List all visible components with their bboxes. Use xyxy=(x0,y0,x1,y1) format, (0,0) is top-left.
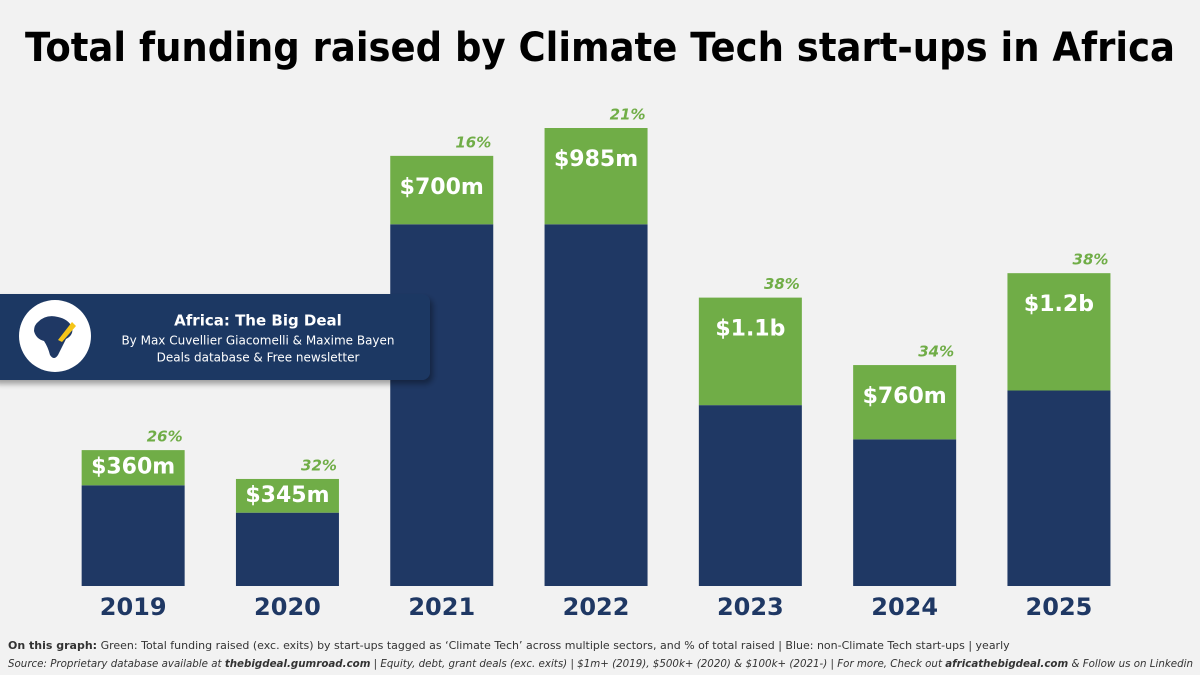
note-text: Green: Total funding raised (exc. exits)… xyxy=(97,639,1010,652)
bar-segment xyxy=(235,512,339,586)
note-label: On this graph: xyxy=(8,639,97,652)
chart-title: Total funding raised by Climate Tech sta… xyxy=(25,25,1175,71)
x-tick-label: 2020 xyxy=(254,593,321,621)
source-part: & Follow us on Linkedin xyxy=(1068,657,1193,670)
bar-segment xyxy=(853,365,957,440)
source-part: africathebigdeal.com xyxy=(945,657,1068,670)
bar-segment xyxy=(390,155,494,225)
value-label: $345m xyxy=(245,483,329,508)
bar-segment xyxy=(544,224,648,586)
bar-segment xyxy=(1007,390,1111,586)
source: Source: Proprietary database available a… xyxy=(8,657,1193,670)
bars: $360m 26% 2019 $345m 32% 2020 $700m 16% 2021 $985… xyxy=(81,106,1111,621)
x-tick-label: 2025 xyxy=(1026,593,1093,621)
bar-segment xyxy=(853,439,957,586)
bar-segment xyxy=(81,485,185,586)
bar-segment xyxy=(81,450,185,486)
bar-segment xyxy=(698,297,802,406)
africa-icon xyxy=(34,316,73,358)
share-label: 38% xyxy=(764,275,800,293)
rocket-icon xyxy=(58,322,76,342)
source-part: thebigdeal.gumroad.com xyxy=(225,657,371,670)
x-tick-label: 2022 xyxy=(563,593,630,621)
x-tick-label: 2023 xyxy=(717,593,784,621)
source-part: Source: Proprietary database available a… xyxy=(8,657,225,670)
badge xyxy=(0,294,430,380)
bar-segment xyxy=(1007,273,1111,391)
value-label: $985m xyxy=(554,147,638,172)
share-label: 16% xyxy=(455,133,491,151)
badge-title: Africa: The Big Deal xyxy=(174,312,342,330)
source-part: | Equity, debt, grant deals (exc. exits)… xyxy=(370,657,945,670)
note: On this graph: Green: Total funding rais… xyxy=(8,639,1010,652)
bar-segment xyxy=(390,224,494,586)
value-label: $700m xyxy=(400,175,484,200)
value-label: $1.1b xyxy=(715,317,785,342)
bar-segment xyxy=(544,128,648,225)
share-label: 21% xyxy=(610,106,646,124)
share-label: 34% xyxy=(918,343,954,361)
badge-line: Deals database & Free newsletter xyxy=(157,351,360,365)
share-label: 38% xyxy=(1073,251,1109,269)
x-tick-label: 2024 xyxy=(871,593,938,621)
bar-segment xyxy=(698,405,802,586)
share-label: 32% xyxy=(301,456,337,474)
value-label: $360m xyxy=(91,455,175,480)
badge-line: By Max Cuvellier Giacomelli & Maxime Bay… xyxy=(121,334,394,348)
value-label: $1.2b xyxy=(1024,292,1094,317)
x-tick-label: 2021 xyxy=(408,593,475,621)
x-tick-label: 2019 xyxy=(100,593,167,621)
share-label: 26% xyxy=(147,428,183,446)
badge-box xyxy=(0,294,430,380)
bar-segment xyxy=(235,478,339,513)
value-label: $760m xyxy=(863,384,947,409)
